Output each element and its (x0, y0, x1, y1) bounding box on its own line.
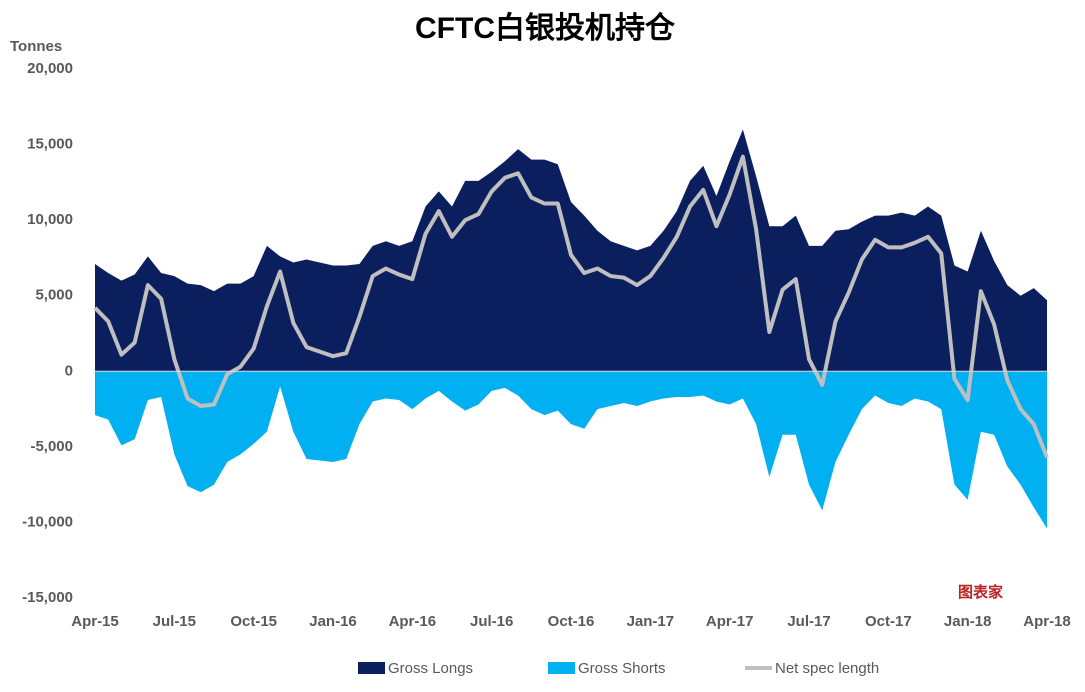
x-tick-label: Jul-17 (787, 613, 830, 630)
line (93, 154, 1049, 459)
y-tick-label: -10,000 (22, 513, 73, 530)
x-tick-label: Jul-15 (153, 613, 196, 630)
watermark: 图表家 (958, 583, 1003, 601)
y-axis-label: Tonnes (10, 38, 62, 55)
chart-title: CFTC白银投机持仓 (415, 12, 676, 45)
x-tick-label: Apr-18 (1023, 613, 1071, 630)
y-tick-label: 10,000 (27, 211, 73, 228)
legend-label: Net spec length (775, 660, 879, 677)
y-tick-label: -5,000 (30, 438, 73, 455)
x-tick-label: Jan-17 (627, 613, 675, 630)
y-tick-label: 0 (65, 362, 73, 379)
legend-swatch (358, 662, 385, 674)
x-tick-label: Apr-17 (706, 613, 754, 630)
y-tick-label: -15,000 (22, 589, 73, 606)
legend-swatch (548, 662, 575, 674)
x-tick-label: Oct-17 (865, 613, 912, 630)
x-tick-label: Oct-15 (230, 613, 277, 630)
legend-label: Gross Shorts (578, 660, 666, 677)
area (95, 371, 1047, 529)
x-tick-label: Jan-18 (944, 613, 992, 630)
x-tick-label: Apr-16 (389, 613, 437, 630)
legend-label: Gross Longs (388, 660, 473, 677)
y-tick-label: 20,000 (27, 60, 73, 77)
x-tick-label: Oct-16 (548, 613, 595, 630)
x-tick-label: Apr-15 (71, 613, 119, 630)
x-tick-label: Jul-16 (470, 613, 513, 630)
y-tick-label: 15,000 (27, 136, 73, 153)
x-tick-label: Jan-16 (309, 613, 357, 630)
y-tick-label: 5,000 (35, 287, 73, 304)
